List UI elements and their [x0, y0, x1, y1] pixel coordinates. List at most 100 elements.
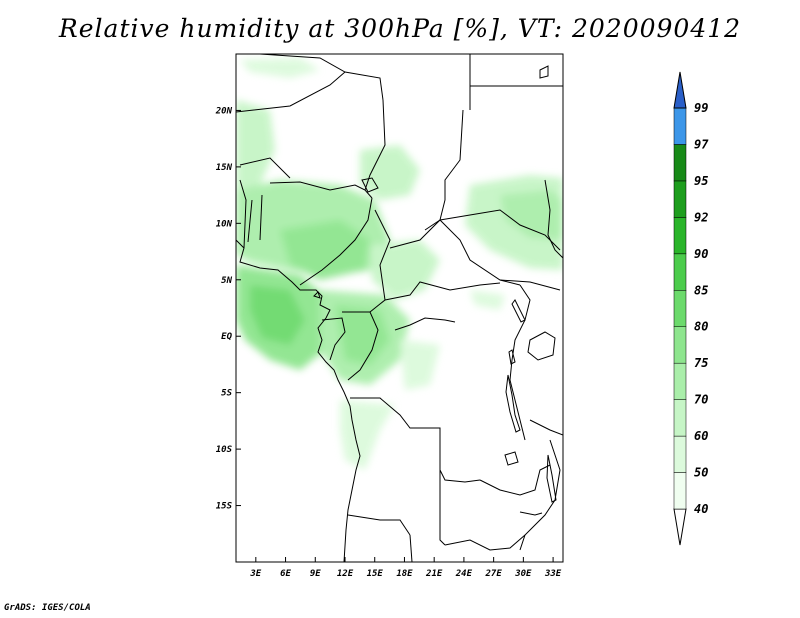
lake-albert: [511, 299, 526, 323]
colorbar-segment: [673, 362, 687, 400]
border-mali-niger: [239, 157, 291, 179]
border-angola-south: [347, 514, 411, 536]
colorbar-label: 50: [694, 466, 708, 480]
border-mozambique: [519, 439, 561, 551]
lake-tana: [539, 65, 549, 79]
lat-tick-label: 5S: [221, 389, 232, 399]
border-namibia-botswana: [409, 534, 413, 562]
lon-tick-label: 18E: [396, 569, 413, 579]
colorbar-label: 95: [694, 174, 708, 188]
border-chad-sudan: [424, 109, 464, 231]
colorbar-segment: [673, 326, 687, 364]
border-tanzania: [529, 419, 563, 436]
lon-tick-label: 15E: [367, 569, 384, 579]
coastline-fernando-po: [313, 291, 321, 299]
coastline-west: [236, 239, 361, 562]
colorbar-segment: [673, 399, 687, 437]
lake-malawi: [546, 454, 557, 503]
lake-kariba: [519, 511, 543, 516]
colorbar-label: 60: [694, 429, 708, 443]
colorbar-segment: [673, 290, 687, 327]
border-sudan-ss: [439, 209, 561, 251]
colorbar-label: 40: [694, 502, 708, 516]
colorbar-segment: [673, 253, 687, 291]
lake-tanganyika: [505, 374, 521, 433]
lat-tick-label: 15S: [216, 502, 233, 512]
border-ss-uganda: [499, 279, 561, 291]
colorbar-label: 97: [694, 137, 709, 151]
map-frame: [235, 53, 564, 563]
latitude-axis: 20N 15N 10N 5N EQ 5S 10S 15S: [215, 106, 241, 512]
grads-credit: GrADS: IGES/COLA: [4, 603, 91, 613]
humidity-patch-central: [370, 240, 440, 300]
lon-tick-label: 3E: [249, 569, 261, 579]
colorbar-segment: [673, 180, 687, 218]
lon-tick-label: 27E: [485, 569, 503, 579]
border-benin: [259, 194, 263, 241]
humidity-patch-gulf-core: [250, 285, 305, 345]
lake-victoria: [527, 331, 556, 361]
border-angola-zambia: [439, 470, 446, 546]
colorbar-label: 90: [694, 247, 708, 261]
longitude-axis: 3E 6E 9E 12E 15E 18E 21E 24E 27E 30E 33E: [249, 557, 562, 579]
colorbar-label: 85: [694, 283, 708, 297]
border-angola: [350, 397, 481, 483]
lon-tick-label: 33E: [544, 569, 562, 579]
lat-tick-label: EQ: [221, 332, 232, 342]
colorbar-segment: [673, 107, 687, 145]
lon-tick-label: 6E: [280, 569, 291, 579]
colorbar-segment: [673, 144, 687, 182]
humidity-patch-sahel: [236, 100, 275, 190]
border-car-south: [384, 281, 501, 301]
humidity-patch-north: [240, 58, 320, 78]
colorbar-label: 99: [694, 101, 708, 115]
humidity-patch-east-core: [500, 190, 563, 240]
humidity-patch-congo-core: [335, 305, 390, 365]
lon-tick-label: 21E: [425, 569, 443, 579]
colorbar-label: 92: [694, 210, 708, 224]
border-nigeria-cameroon: [299, 197, 373, 286]
colorbar-bottom-triangle: [673, 508, 687, 546]
border-togo: [247, 199, 253, 243]
lake-chad: [361, 177, 379, 193]
humidity-patch-south: [340, 400, 395, 470]
border-niger: [236, 71, 346, 113]
colorbar: 40 50 60 70 75 80 85 90 92 95 97 99: [673, 71, 709, 546]
border-drc-east: [509, 284, 531, 441]
humidity-patch-cameroon: [280, 220, 370, 280]
border-zambia: [479, 464, 551, 496]
lon-tick-label: 12E: [337, 569, 354, 579]
lake-kivu: [508, 349, 516, 365]
border-zambia-south: [444, 534, 526, 551]
lat-tick-label: 5N: [221, 276, 232, 286]
border-congo: [342, 311, 379, 381]
border-gabon: [321, 317, 346, 361]
lat-tick-label: 15N: [216, 163, 233, 173]
colorbar-label: 70: [694, 393, 708, 407]
map-title: Relative humidity at 300hPa [%], VT: 202…: [58, 14, 742, 43]
lake-mweru: [504, 451, 519, 466]
lat-tick-label: 10N: [216, 219, 233, 229]
border-sudan-east: [544, 179, 563, 259]
boundaries: [236, 54, 563, 562]
border-ghana: [239, 179, 247, 249]
colorbar-label: 75: [694, 356, 708, 370]
colorbar-segment: [673, 472, 687, 510]
border-niger-nigeria: [269, 181, 373, 199]
humidity-patch-south2: [400, 340, 440, 390]
lat-tick-label: 10S: [216, 445, 233, 455]
colorbar-top-triangle: [673, 71, 687, 109]
lon-tick-label: 9E: [310, 569, 321, 579]
colorbar-segment: [673, 217, 687, 255]
border-cameroon-car: [369, 209, 391, 313]
colorbar-segment: [673, 435, 687, 473]
river-congo: [394, 317, 456, 331]
humidity-patch-east2: [470, 290, 505, 310]
lat-tick-label: 20N: [215, 106, 233, 116]
humidity-patch-chad: [360, 145, 420, 200]
lon-tick-label: 30E: [514, 569, 532, 579]
humidity-field: [236, 58, 563, 470]
colorbar-label: 80: [694, 320, 708, 334]
lon-tick-label: 24E: [455, 569, 473, 579]
